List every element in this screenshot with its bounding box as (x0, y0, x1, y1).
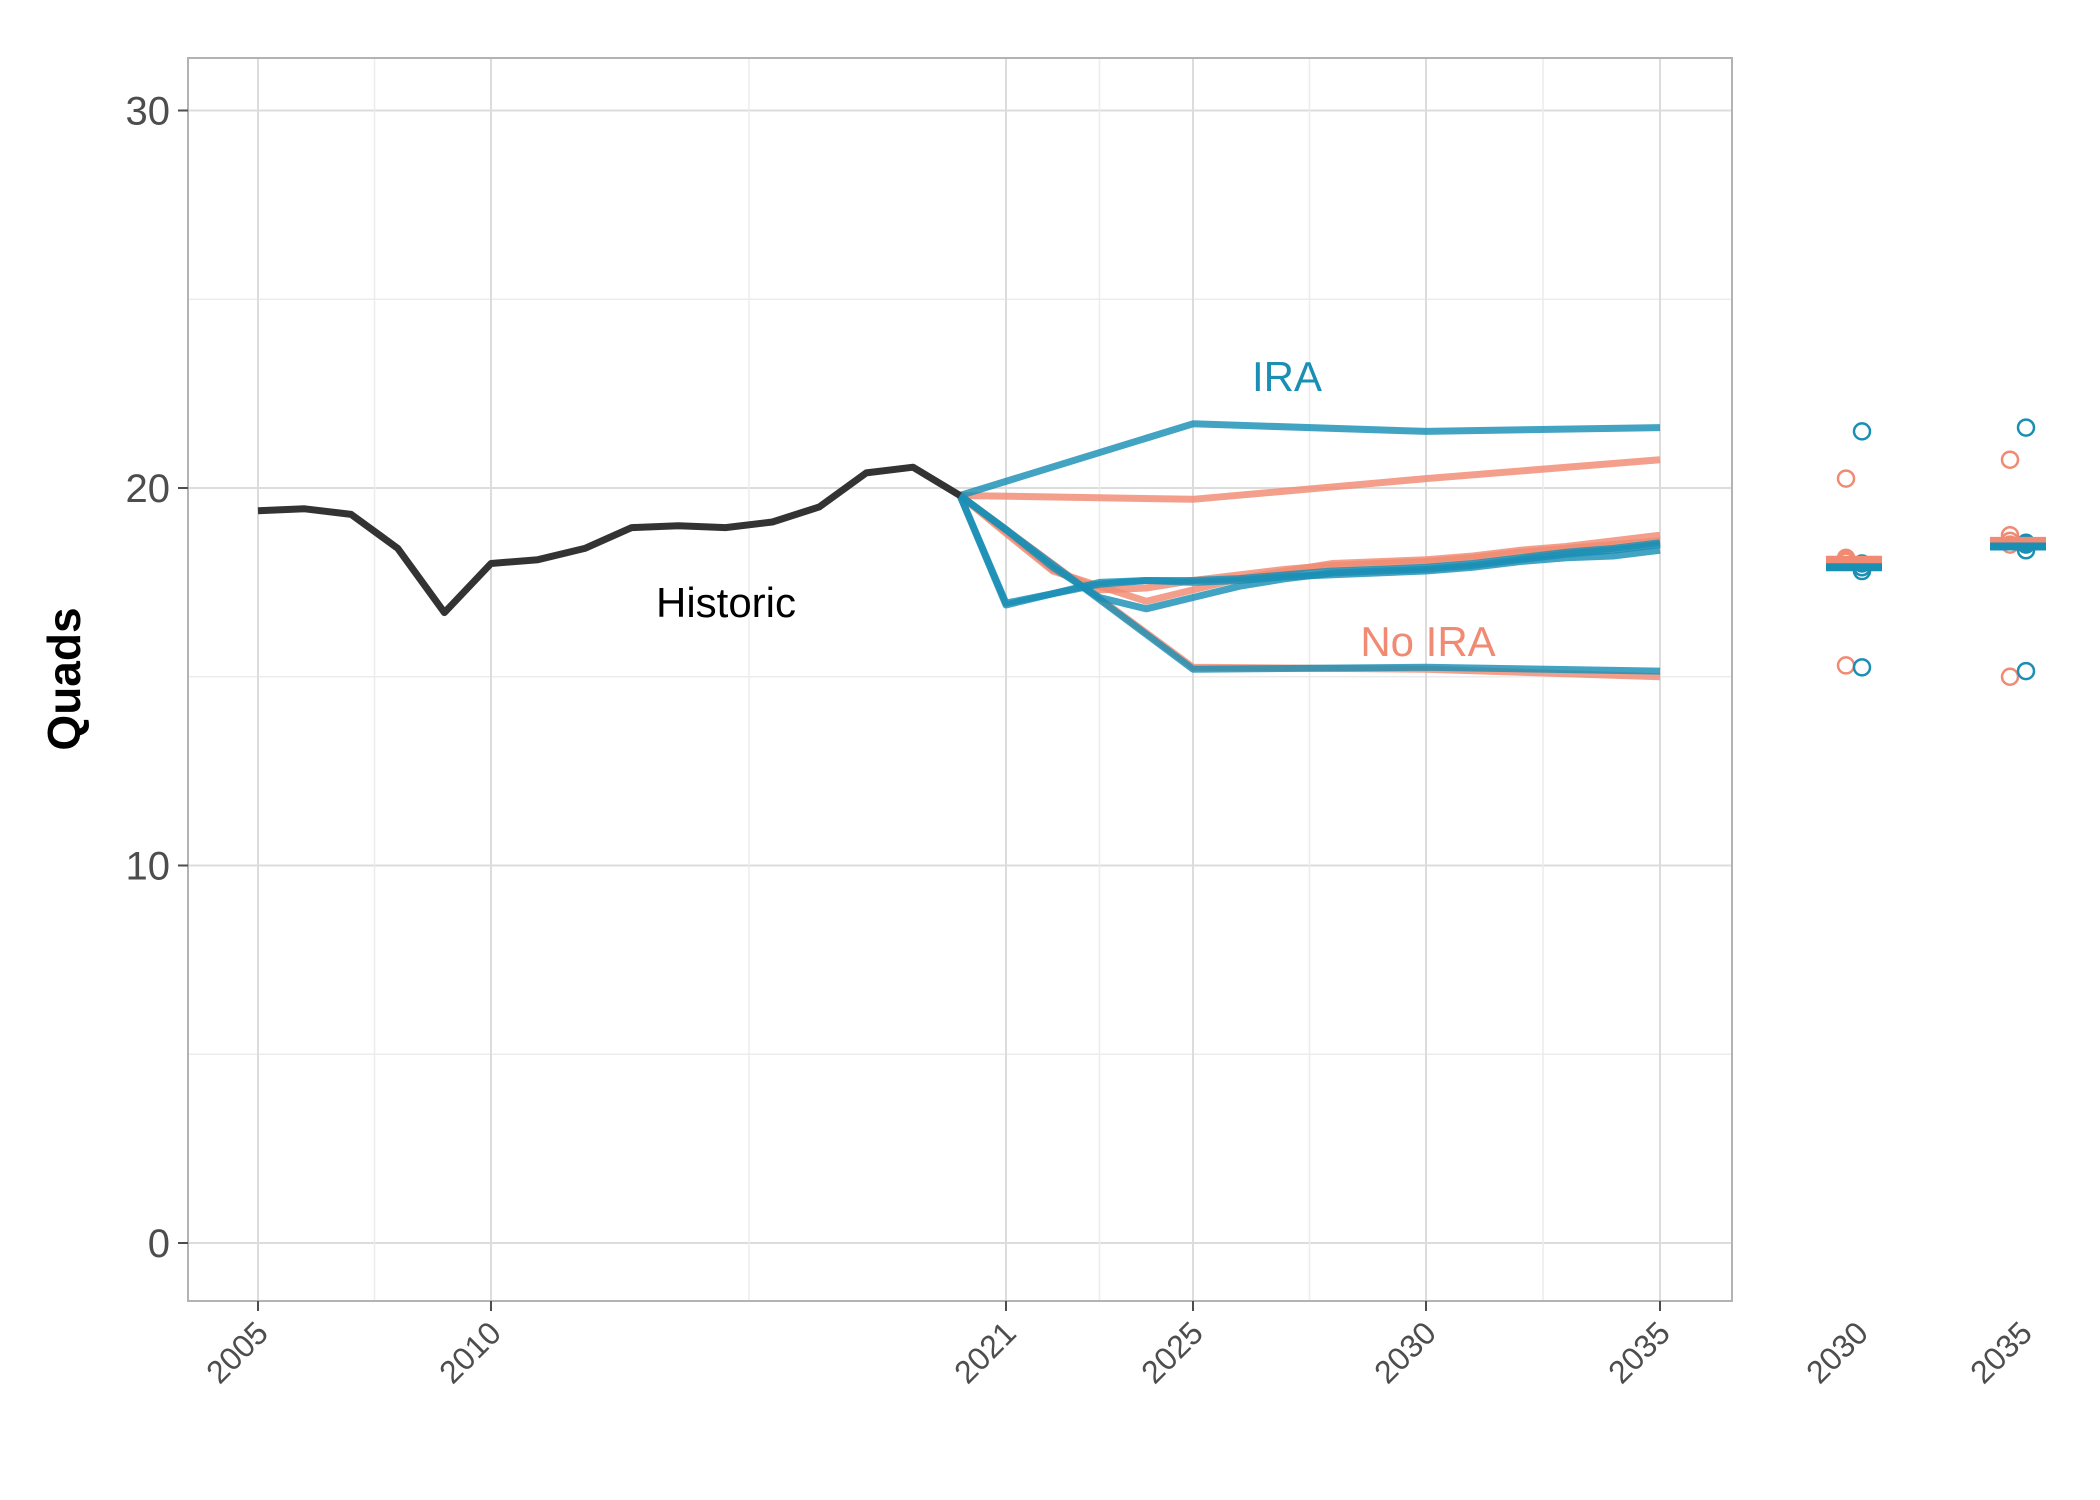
y-tick-label: 20 (126, 467, 171, 511)
y-tick-label: 10 (126, 845, 171, 889)
historic-series-line (257, 463, 962, 617)
ira-summary-point (1852, 422, 1872, 441)
no-ira-series-line (959, 456, 1661, 503)
no-ira-summary-point (1836, 469, 1856, 488)
series-layer (257, 420, 1661, 681)
no-ira-annotation: No IRA (1360, 618, 1495, 665)
y-tick-label: 0 (148, 1222, 170, 1266)
grid (188, 58, 1732, 1301)
y-tick-label: 30 (126, 90, 171, 134)
ira-summary-point (2016, 418, 2036, 437)
ira-series-line (958, 420, 1661, 499)
ira-series-line (957, 492, 1661, 675)
no-ira-summary-point (2000, 450, 2020, 469)
historic-annotation: Historic (656, 579, 796, 626)
ira-annotation: IRA (1252, 353, 1322, 400)
ira-summary-point (2016, 661, 2036, 681)
plot-panel-border (187, 57, 1733, 1302)
ira-summary-point (1852, 658, 1872, 677)
y-axis-title: Quads (38, 607, 90, 750)
no-ira-summary-point (2000, 667, 2020, 686)
